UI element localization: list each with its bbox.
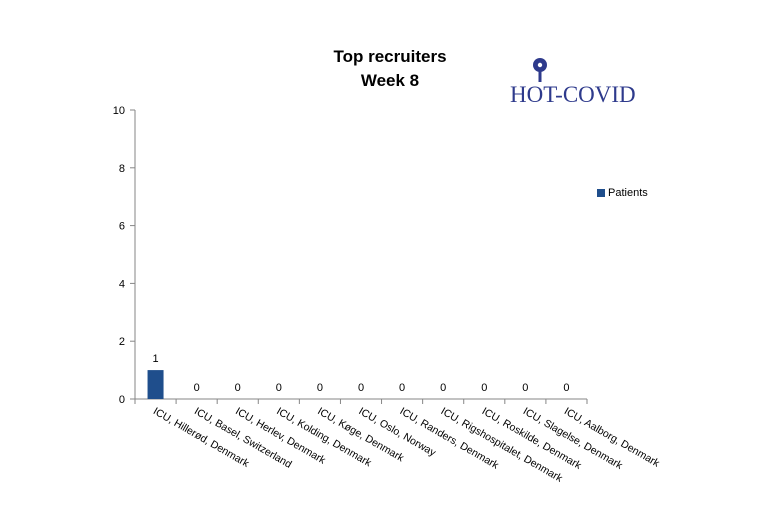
y-tick-label: 0 <box>119 394 125 406</box>
legend-label: Patients <box>608 187 648 199</box>
data-label: 0 <box>399 382 405 394</box>
hot-covid-logo: HOT-COVID <box>510 58 636 107</box>
bars <box>147 370 164 399</box>
y-tick-label: 8 <box>119 163 125 175</box>
logo-text: HOT-COVID <box>510 82 636 107</box>
legend: Patients <box>597 187 648 199</box>
y-tick-label: 6 <box>119 221 125 233</box>
data-label: 0 <box>276 382 282 394</box>
data-label: 0 <box>522 382 528 394</box>
y-tick-label: 4 <box>119 278 125 290</box>
legend-swatch <box>597 189 605 197</box>
chart-title: Top recruiters <box>333 47 447 66</box>
data-label: 0 <box>440 382 446 394</box>
y-tick-label: 2 <box>119 336 125 348</box>
data-label: 0 <box>481 382 487 394</box>
key-icon <box>533 58 547 82</box>
chart-title-block: Top recruiters Week 8 <box>290 45 490 93</box>
y-tick-label: 10 <box>113 105 125 117</box>
data-label: 0 <box>235 382 241 394</box>
data-label: 0 <box>563 382 569 394</box>
data-label: 0 <box>358 382 364 394</box>
data-label: 1 <box>152 353 158 365</box>
bar <box>147 370 164 399</box>
data-label: 0 <box>317 382 323 394</box>
data-label: 0 <box>194 382 200 394</box>
chart-subtitle: Week 8 <box>360 71 420 90</box>
